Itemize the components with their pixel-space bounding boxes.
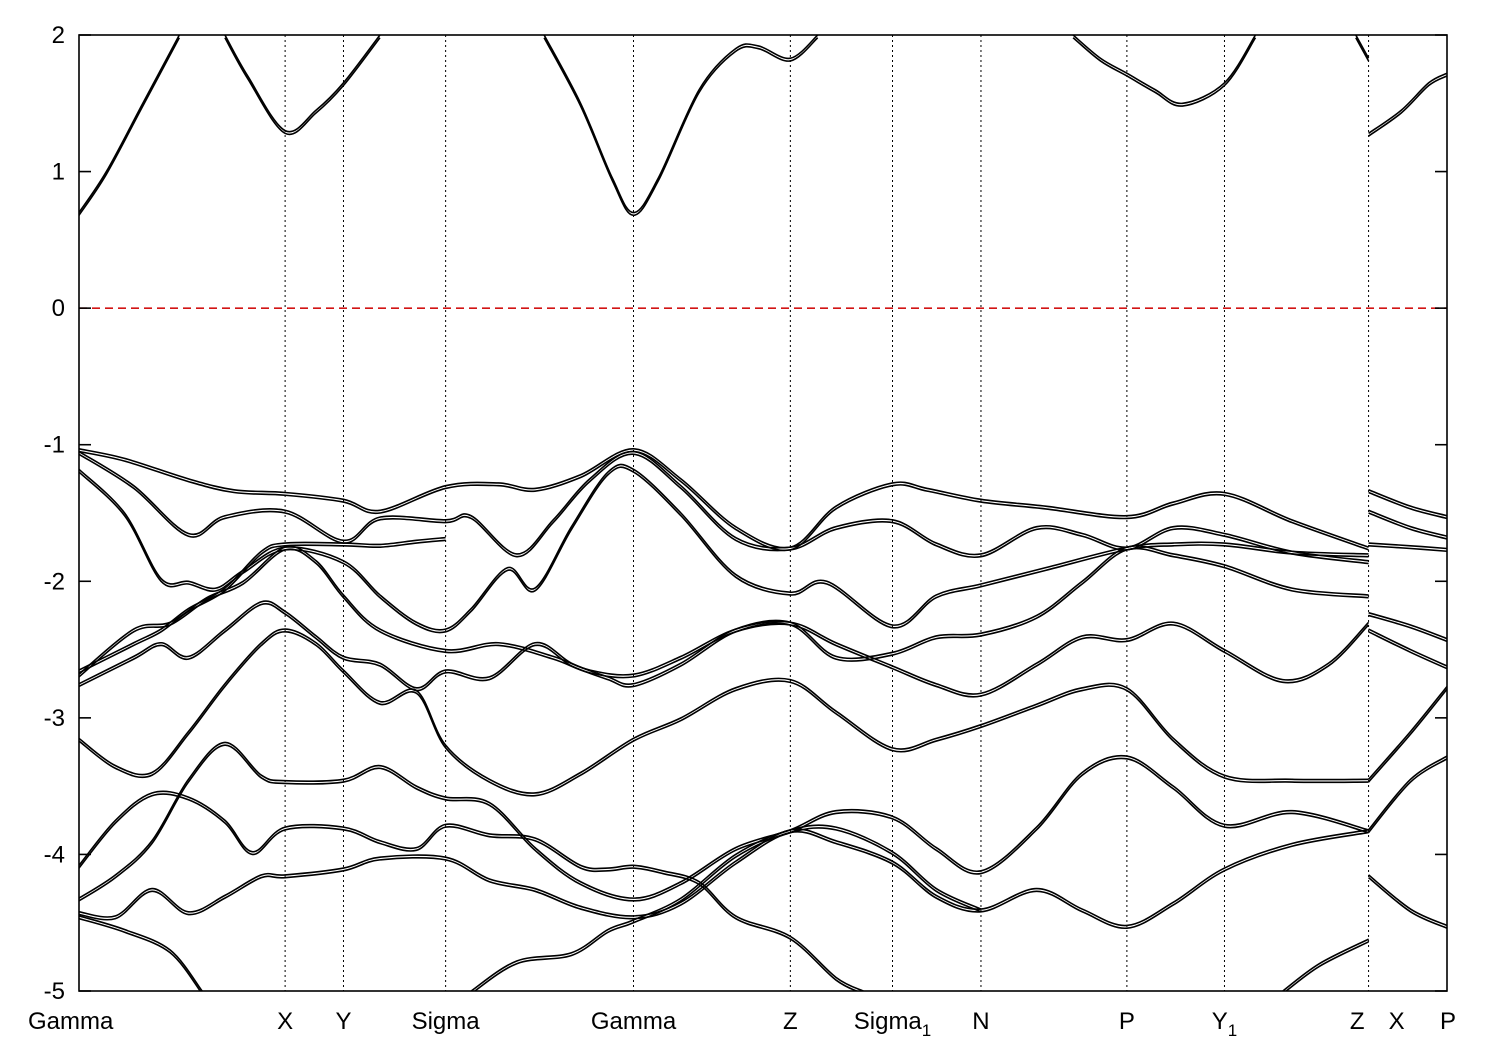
band-line	[1367, 755, 1447, 831]
band-line	[79, 628, 1369, 794]
band-line	[79, 547, 1369, 692]
band-line	[79, 548, 1370, 698]
y-tick-label: -3	[44, 705, 65, 732]
x-tick-label: P	[1119, 1008, 1135, 1035]
x-tick-label: Gamma	[591, 1008, 677, 1035]
x-tick-label: Sigma1	[854, 1008, 932, 1040]
band-line	[1368, 491, 1447, 520]
band-line	[79, 450, 1369, 562]
y-tick-label: -1	[44, 432, 65, 459]
band-line	[1368, 614, 1447, 643]
band-line	[79, 35, 181, 213]
band-line	[1367, 688, 1447, 783]
x-tick-label: N	[972, 1008, 989, 1035]
band-line	[79, 450, 1369, 552]
band-line	[1355, 35, 1370, 59]
x-tick-label: P	[1440, 1008, 1456, 1035]
x-tick-label: Z	[783, 1008, 798, 1035]
band-line	[79, 790, 864, 991]
band-line	[79, 744, 1369, 902]
band-line	[79, 793, 859, 991]
x-axis: Gamma X Y Sigma Gamma Z Sigma1 N P Y1 Z X P	[28, 1008, 1456, 1040]
band-line	[79, 831, 1369, 929]
x-tick-label: X	[277, 1008, 293, 1035]
band-line	[1368, 628, 1447, 667]
band-line	[1368, 631, 1447, 670]
y-tick-label: -5	[44, 978, 65, 1005]
band-line	[1368, 611, 1447, 640]
band-line	[1355, 37, 1370, 62]
plot-frame	[78, 34, 1448, 992]
band-line	[1072, 37, 1257, 107]
band-line	[1072, 35, 1257, 105]
band-line	[473, 827, 982, 991]
y-tick-label: -2	[44, 568, 65, 595]
band-line	[1368, 877, 1447, 929]
band-line	[1368, 489, 1447, 517]
band-line	[79, 545, 1369, 689]
band-line	[1368, 512, 1447, 540]
band-line	[1282, 938, 1369, 991]
band-line	[1368, 509, 1447, 537]
band-line	[224, 37, 381, 136]
band-line	[79, 37, 181, 216]
band-line	[470, 824, 982, 991]
x-tick-label: Z	[1350, 1008, 1365, 1035]
band-line	[79, 741, 1369, 899]
band-line	[79, 915, 203, 991]
band-line	[79, 539, 446, 674]
y-axis: 2 1 0 -1 -2 -3 -4 -5	[44, 22, 1447, 1005]
y-tick-label: 0	[52, 295, 65, 322]
band-line	[1368, 75, 1447, 137]
x-tick-label: Gamma	[28, 1008, 114, 1035]
band-line	[1367, 758, 1447, 834]
band-line	[79, 545, 1370, 695]
band-line	[1368, 72, 1447, 134]
x-tick-label: Sigma	[412, 1008, 481, 1035]
x-tick-label: X	[1389, 1008, 1405, 1035]
band-line	[224, 35, 381, 133]
y-tick-label: 2	[52, 22, 65, 49]
band-line	[1368, 544, 1447, 553]
band-line	[79, 917, 202, 991]
y-tick-label: -4	[44, 841, 65, 868]
band-series	[79, 35, 1447, 991]
x-tick-label: Y	[335, 1008, 351, 1035]
band-line	[543, 35, 819, 214]
band-line	[79, 536, 446, 671]
y-tick-label: 1	[52, 159, 65, 186]
band-line	[1368, 542, 1447, 550]
band-line	[79, 448, 1369, 549]
band-line	[1285, 941, 1369, 991]
band-line	[543, 37, 819, 217]
band-line	[1367, 685, 1447, 780]
band-line	[1368, 874, 1447, 927]
band-line	[79, 631, 1369, 797]
